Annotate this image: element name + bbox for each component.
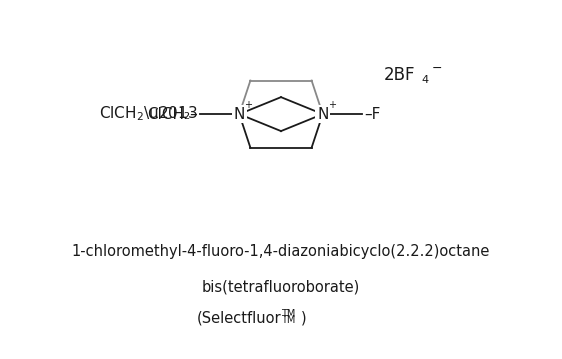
Text: ClCH₂–: ClCH₂– xyxy=(147,107,197,122)
Text: bis(tetrafluoroborate): bis(tetrafluoroborate) xyxy=(202,280,360,295)
Text: (Selectfluor: (Selectfluor xyxy=(196,311,281,326)
Text: +: + xyxy=(244,100,252,110)
Text: ): ) xyxy=(301,311,306,326)
Text: 1-chloromethyl-4-fluoro-1,4-diazoniabicyclo(2.2.2)octane: 1-chloromethyl-4-fluoro-1,4-diazoniabicy… xyxy=(72,244,490,260)
Text: N: N xyxy=(317,107,328,122)
Text: −: − xyxy=(431,62,442,75)
Text: N: N xyxy=(234,107,245,122)
Text: 2BF: 2BF xyxy=(384,66,415,84)
Text: 4: 4 xyxy=(422,75,429,85)
Text: TM: TM xyxy=(281,309,296,319)
Text: +: + xyxy=(328,100,336,110)
Text: TM: TM xyxy=(281,314,296,325)
Text: ClCH$_2$\u2013: ClCH$_2$\u2013 xyxy=(99,105,197,123)
Text: –F: –F xyxy=(365,107,381,122)
